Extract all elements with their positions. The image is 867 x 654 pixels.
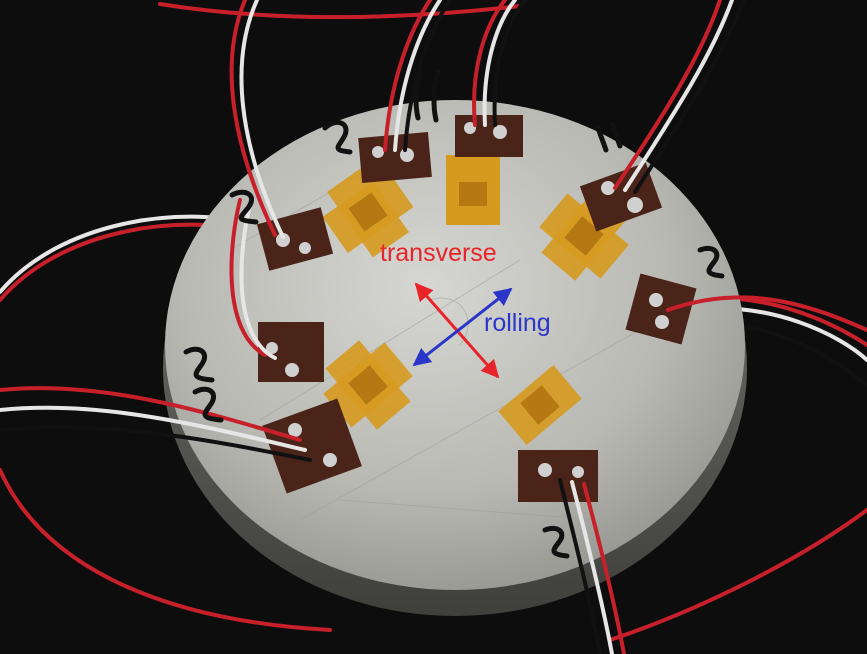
direction-arrows [412,282,513,379]
handwritten-marker-numerals [183,67,725,559]
rolling-arrow [412,287,513,367]
solder-joints [266,122,669,478]
rolling-label: rolling [484,309,551,337]
transverse-label: transverse [380,239,497,267]
